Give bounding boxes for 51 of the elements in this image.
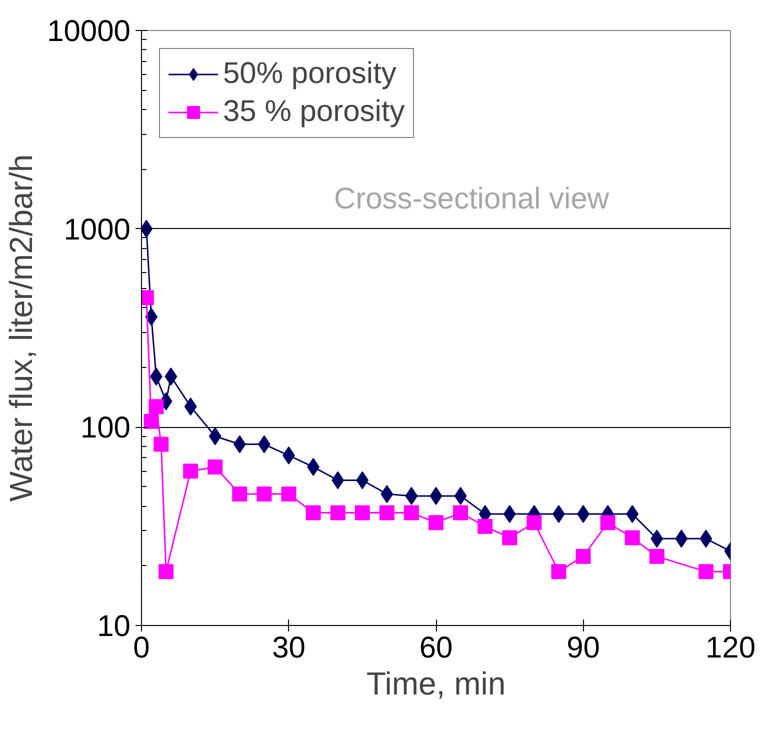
point bbox=[183, 464, 198, 479]
point bbox=[144, 414, 159, 429]
y-tick-label: 1000 bbox=[64, 213, 131, 246]
point bbox=[380, 485, 394, 504]
point bbox=[208, 459, 223, 474]
y-tick-label: 100 bbox=[80, 412, 131, 445]
point bbox=[184, 398, 197, 416]
x-tick-label: 60 bbox=[419, 632, 453, 664]
point bbox=[526, 515, 542, 530]
point bbox=[405, 486, 418, 505]
x-tick-label: 0 bbox=[133, 632, 150, 664]
point bbox=[675, 530, 688, 548]
point bbox=[700, 530, 712, 548]
point bbox=[650, 530, 664, 548]
legend-label: 50% porosity bbox=[223, 57, 396, 91]
point bbox=[454, 486, 467, 505]
point bbox=[232, 486, 248, 502]
point bbox=[354, 505, 370, 520]
point bbox=[330, 505, 346, 520]
point bbox=[453, 505, 468, 520]
x-tick-label: 30 bbox=[272, 632, 306, 664]
point bbox=[404, 505, 419, 520]
point bbox=[164, 368, 178, 386]
y-axis-title: Water flux, liter/m2/bar/h bbox=[3, 154, 40, 502]
y-tick-label: 10 bbox=[97, 610, 131, 643]
x-tick-label: 120 bbox=[705, 632, 756, 664]
x-tick-label: 90 bbox=[566, 632, 600, 664]
point bbox=[430, 486, 442, 505]
point bbox=[379, 505, 394, 520]
point bbox=[306, 505, 321, 520]
point bbox=[281, 486, 296, 502]
point bbox=[154, 436, 169, 452]
point bbox=[478, 518, 493, 534]
point bbox=[649, 548, 664, 564]
annotation: Cross-sectional view bbox=[334, 182, 610, 216]
legend-label: 35 % porosity bbox=[223, 95, 405, 129]
point bbox=[208, 427, 222, 446]
x-axis-title: Time, min bbox=[366, 666, 506, 702]
point bbox=[502, 530, 518, 546]
point bbox=[600, 515, 616, 530]
point bbox=[356, 471, 369, 490]
y-tick-label: 10000 bbox=[47, 15, 131, 48]
point bbox=[624, 530, 640, 546]
point bbox=[158, 564, 174, 580]
point bbox=[576, 548, 591, 564]
point bbox=[503, 504, 516, 523]
point bbox=[256, 486, 272, 502]
point bbox=[428, 515, 444, 530]
point bbox=[698, 564, 714, 580]
point bbox=[551, 564, 566, 580]
point bbox=[148, 399, 164, 414]
